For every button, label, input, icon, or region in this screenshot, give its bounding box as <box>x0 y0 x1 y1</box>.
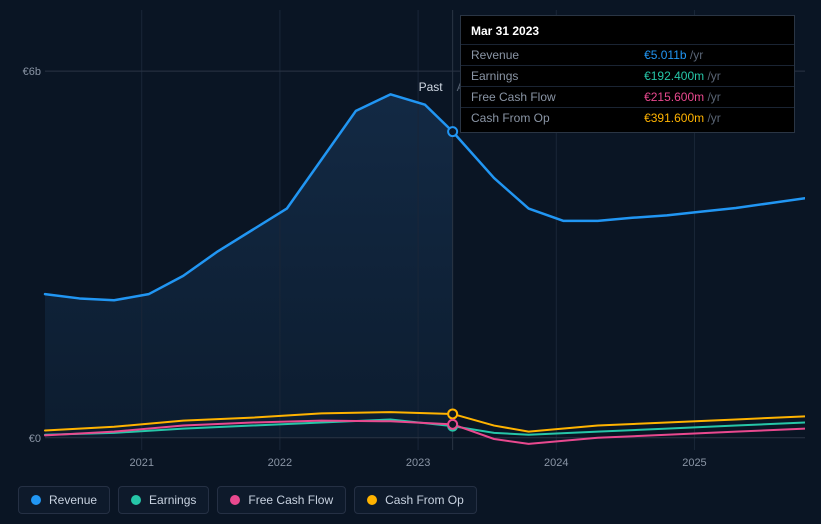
marker-revenue <box>448 127 457 136</box>
x-tick-label: 2024 <box>544 457 568 469</box>
tooltip-table: Revenue€5.011b /yrEarnings€192.400m /yrF… <box>461 44 794 128</box>
tooltip-date: Mar 31 2023 <box>461 20 794 44</box>
tooltip-row-value: €215.600m /yr <box>634 87 794 108</box>
legend-label: Earnings <box>149 493 196 507</box>
marker-free_cash_flow <box>448 420 457 429</box>
legend-label: Free Cash Flow <box>248 493 333 507</box>
legend-swatch <box>230 495 240 505</box>
x-tick-label: 2025 <box>682 457 706 469</box>
legend-label: Cash From Op <box>385 493 464 507</box>
legend-swatch <box>367 495 377 505</box>
x-tick-label: 2021 <box>129 457 153 469</box>
marker-cash_from_op <box>448 409 457 418</box>
tooltip-row-label: Free Cash Flow <box>461 87 634 108</box>
past-label: Past <box>419 80 443 94</box>
tooltip-row-value: €5.011b /yr <box>634 45 794 66</box>
chart-legend: Revenue Earnings Free Cash Flow Cash From O… <box>18 486 477 514</box>
legend-item-cash-from-op[interactable]: Cash From Op <box>354 486 477 514</box>
y-tick-label: €6b <box>23 66 41 78</box>
legend-item-earnings[interactable]: Earnings <box>118 486 209 514</box>
legend-item-free-cash-flow[interactable]: Free Cash Flow <box>217 486 346 514</box>
x-tick-label: 2023 <box>406 457 430 469</box>
tooltip-row-label: Cash From Op <box>461 108 634 129</box>
tooltip-row: Revenue€5.011b /yr <box>461 45 794 66</box>
tooltip-row: Cash From Op€391.600m /yr <box>461 108 794 129</box>
x-tick-label: 2022 <box>268 457 292 469</box>
legend-swatch <box>31 495 41 505</box>
chart-tooltip: Mar 31 2023 Revenue€5.011b /yrEarnings€1… <box>460 15 795 133</box>
tooltip-row-value: €192.400m /yr <box>634 66 794 87</box>
y-tick-label: €0 <box>29 433 41 445</box>
tooltip-row-label: Revenue <box>461 45 634 66</box>
legend-swatch <box>131 495 141 505</box>
tooltip-row: Earnings€192.400m /yr <box>461 66 794 87</box>
tooltip-row-value: €391.600m /yr <box>634 108 794 129</box>
legend-item-revenue[interactable]: Revenue <box>18 486 110 514</box>
tooltip-row: Free Cash Flow€215.600m /yr <box>461 87 794 108</box>
tooltip-row-label: Earnings <box>461 66 634 87</box>
legend-label: Revenue <box>49 493 97 507</box>
